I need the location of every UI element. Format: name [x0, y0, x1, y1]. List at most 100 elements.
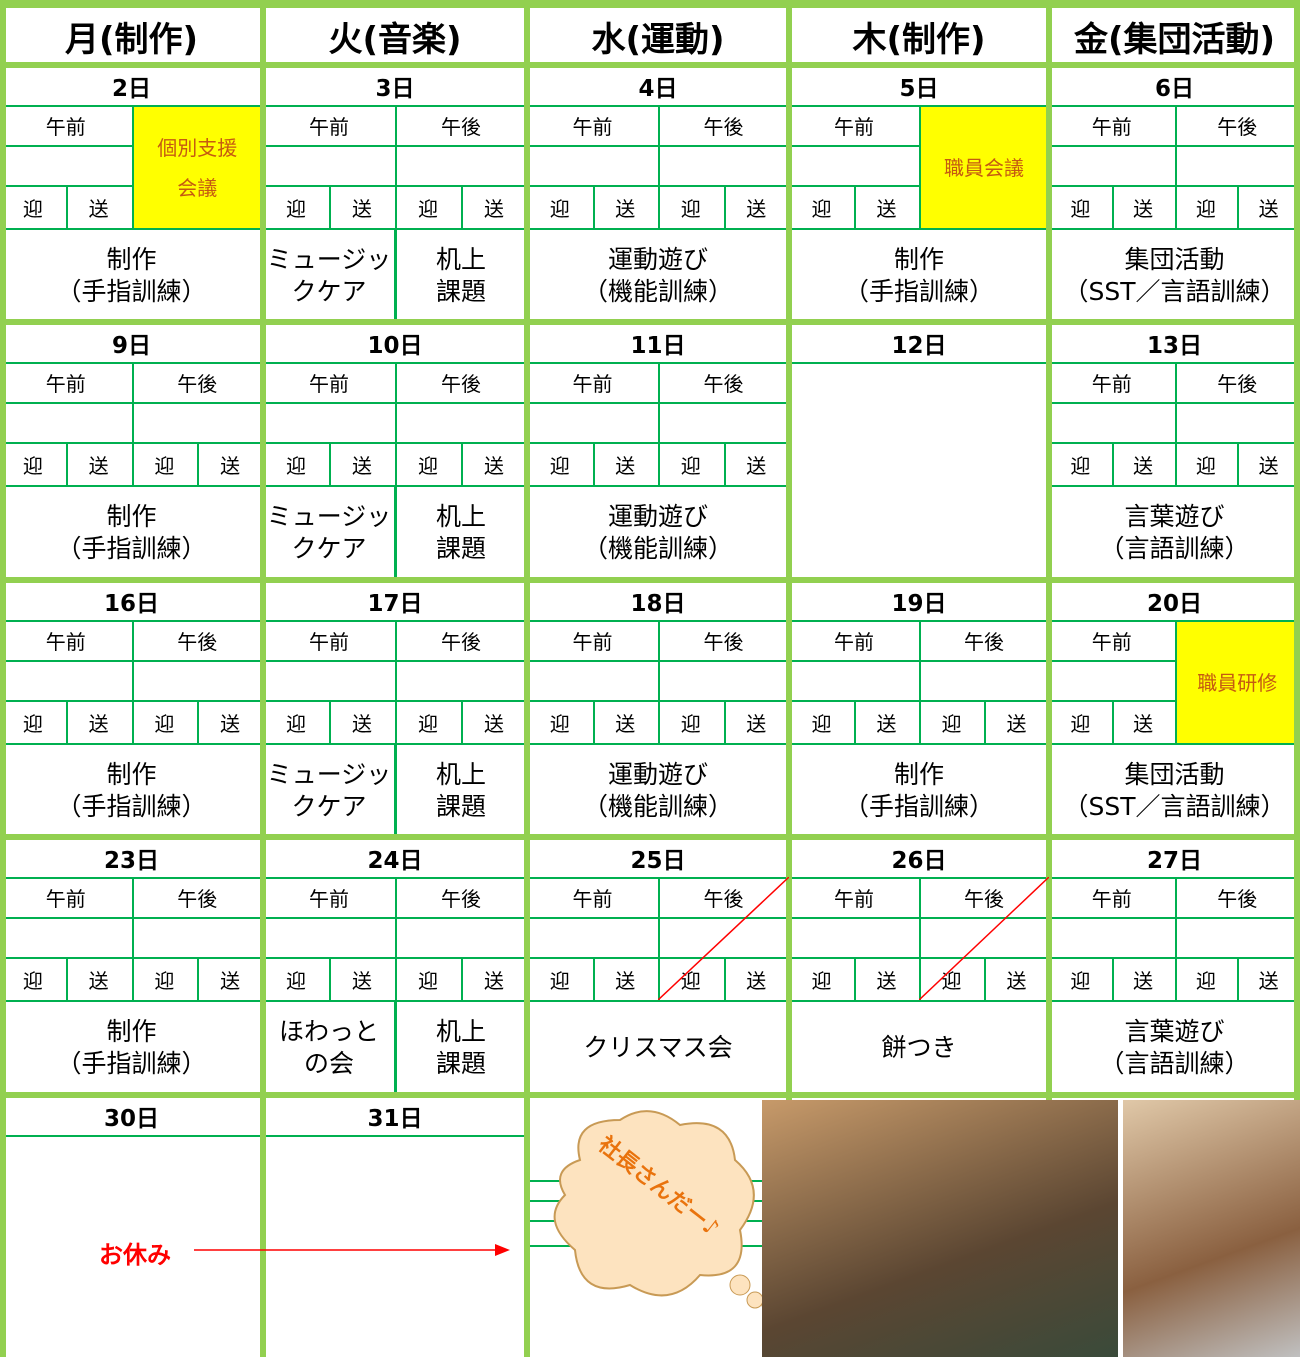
slot-label: 午後	[177, 371, 218, 396]
date: 13日	[1146, 333, 1202, 359]
transport-label: 送	[88, 712, 109, 736]
transport-label: 迎	[22, 454, 43, 478]
col-line	[395, 620, 397, 743]
slot-label: 午前	[1091, 114, 1132, 139]
transport-label: 迎	[811, 969, 832, 993]
row-line	[1049, 700, 1175, 702]
col-line	[1237, 959, 1240, 1000]
activity-line: ミュージッ	[266, 245, 392, 274]
photo	[762, 1100, 1118, 1357]
date: 23日	[103, 848, 159, 874]
transport-label: 送	[352, 197, 372, 221]
col-line	[919, 620, 921, 743]
row-line	[527, 485, 789, 487]
date: 26日	[891, 848, 947, 874]
slot-label: 午後	[177, 629, 218, 654]
col-line	[197, 959, 200, 1000]
col-line	[461, 702, 463, 743]
transport-label: 送	[1258, 969, 1279, 993]
col-line	[197, 444, 200, 485]
slot-label: 午前	[309, 629, 349, 654]
transport-label: 迎	[549, 197, 570, 221]
transport-label: 送	[1133, 712, 1154, 736]
activity: 運動遊び （機能訓練）	[527, 745, 789, 837]
row-line	[1049, 1000, 1300, 1002]
transport-label: 送	[484, 197, 504, 221]
activity: クリスマス会	[527, 1002, 789, 1094]
transport-label: 送	[1258, 197, 1279, 221]
row-line	[1049, 660, 1175, 662]
col-line	[723, 702, 726, 743]
date: 25日	[630, 848, 686, 874]
column-border	[524, 0, 530, 1357]
column-header: 金(集団活動)	[1073, 20, 1276, 60]
slot-label: 午後	[703, 114, 744, 139]
transport-label: 送	[1133, 197, 1154, 221]
transport-label: 送	[876, 197, 897, 221]
date: 4日	[638, 76, 678, 102]
top-bar	[0, 0, 1300, 8]
column-border	[1046, 0, 1052, 1357]
activity-line: （手指訓練）	[843, 792, 994, 821]
col-line	[1174, 362, 1177, 485]
row-line	[263, 228, 527, 230]
col-line	[131, 362, 134, 485]
col-line	[1174, 620, 1177, 743]
row-line	[1049, 228, 1300, 230]
col-line	[131, 105, 134, 228]
transport-label: 送	[1006, 712, 1027, 736]
slot-label: 午後	[177, 886, 218, 911]
transport-label: 送	[746, 969, 767, 993]
activity: 制作 （手指訓練）	[0, 487, 263, 579]
row-line	[789, 145, 919, 147]
date: 24日	[367, 848, 423, 874]
col-line	[394, 230, 397, 322]
transport-label: 送	[1258, 454, 1279, 478]
activity-line: 制作	[106, 1017, 157, 1046]
date: 2日	[111, 76, 151, 102]
transport-label: 迎	[811, 197, 832, 221]
col-line	[592, 702, 595, 743]
date: 19日	[891, 591, 947, 617]
transport-label: 迎	[811, 712, 832, 736]
transport-label: 送	[615, 969, 636, 993]
row-line	[527, 743, 789, 745]
row-line	[0, 1000, 263, 1002]
activity-line: 制作	[106, 502, 157, 531]
col-line	[329, 187, 331, 228]
activity-line: クリスマス会	[583, 1033, 733, 1062]
slot-label: 午前	[834, 886, 874, 911]
transport-label: 送	[220, 969, 241, 993]
activity-line: 机上	[435, 502, 486, 531]
col-line	[723, 187, 726, 228]
date: 12日	[891, 333, 947, 359]
col-line	[329, 444, 331, 485]
row-line	[0, 743, 263, 745]
col-line	[197, 702, 200, 743]
activity: ミュージッ クケア	[263, 745, 395, 837]
transport-label: 迎	[1070, 197, 1091, 221]
activity-line: 課題	[435, 792, 486, 821]
activity-line: 制作	[893, 245, 944, 274]
col-line	[854, 187, 856, 228]
date: 6日	[1154, 76, 1194, 102]
row-line	[0, 145, 132, 147]
transport-label: 送	[484, 969, 504, 993]
col-line	[395, 105, 397, 228]
column-header: 水(運動)	[591, 20, 725, 60]
activity-line: の会	[303, 1049, 354, 1078]
activity: 机上 課題	[395, 230, 527, 322]
transport-label: 送	[615, 712, 636, 736]
transport-label: 迎	[418, 969, 438, 993]
activity-line: （機能訓練）	[582, 534, 733, 563]
slot-label: 午後	[1217, 114, 1258, 139]
activity: ミュージッ クケア	[263, 487, 395, 579]
col-line	[461, 187, 463, 228]
col-line	[65, 959, 68, 1000]
col-line	[854, 702, 856, 743]
activity-line: 言葉遊び	[1124, 502, 1225, 531]
col-line	[395, 877, 397, 1000]
transport-label: 迎	[1195, 454, 1216, 478]
col-line	[394, 745, 397, 837]
